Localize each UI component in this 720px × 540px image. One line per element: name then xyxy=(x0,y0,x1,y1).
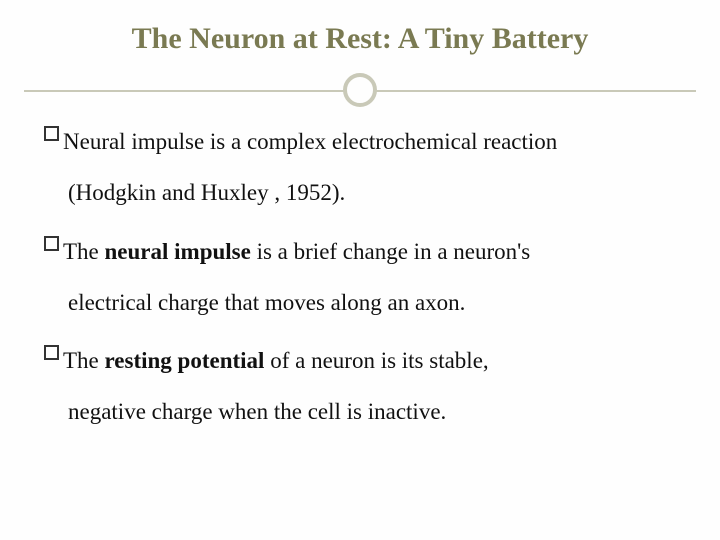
bullet-item: The resting potential of a neuron is its… xyxy=(44,339,676,384)
bullet-continuation: negative charge when the cell is inactiv… xyxy=(68,390,676,435)
text-run: Neural impulse is a complex electrochemi… xyxy=(63,129,557,154)
text-run: is a brief change in a neuron's xyxy=(251,239,530,264)
bullet-item: Neural impulse is a complex electrochemi… xyxy=(44,120,676,165)
slide: The Neuron at Rest: A Tiny Battery Neura… xyxy=(0,0,720,540)
text-bold: resting potential xyxy=(105,348,265,373)
slide-title: The Neuron at Rest: A Tiny Battery xyxy=(0,0,720,72)
divider-circle-icon xyxy=(343,73,377,107)
bullet-continuation: (Hodgkin and Huxley , 1952). xyxy=(68,171,676,216)
square-bullet-icon xyxy=(44,236,59,251)
bullet-text: Neural impulse is a complex electrochemi… xyxy=(63,120,557,165)
text-run: The xyxy=(63,348,105,373)
square-bullet-icon xyxy=(44,126,59,141)
slide-body: Neural impulse is a complex electrochemi… xyxy=(0,112,720,435)
square-bullet-icon xyxy=(44,345,59,360)
text-bold: neural impulse xyxy=(105,239,251,264)
bullet-text: The resting potential of a neuron is its… xyxy=(63,339,489,384)
text-run: of a neuron is its stable, xyxy=(264,348,488,373)
title-divider xyxy=(0,72,720,112)
bullet-continuation: electrical charge that moves along an ax… xyxy=(68,281,676,326)
text-run: The xyxy=(63,239,105,264)
bullet-item: The neural impulse is a brief change in … xyxy=(44,230,676,275)
bullet-text: The neural impulse is a brief change in … xyxy=(63,230,530,275)
